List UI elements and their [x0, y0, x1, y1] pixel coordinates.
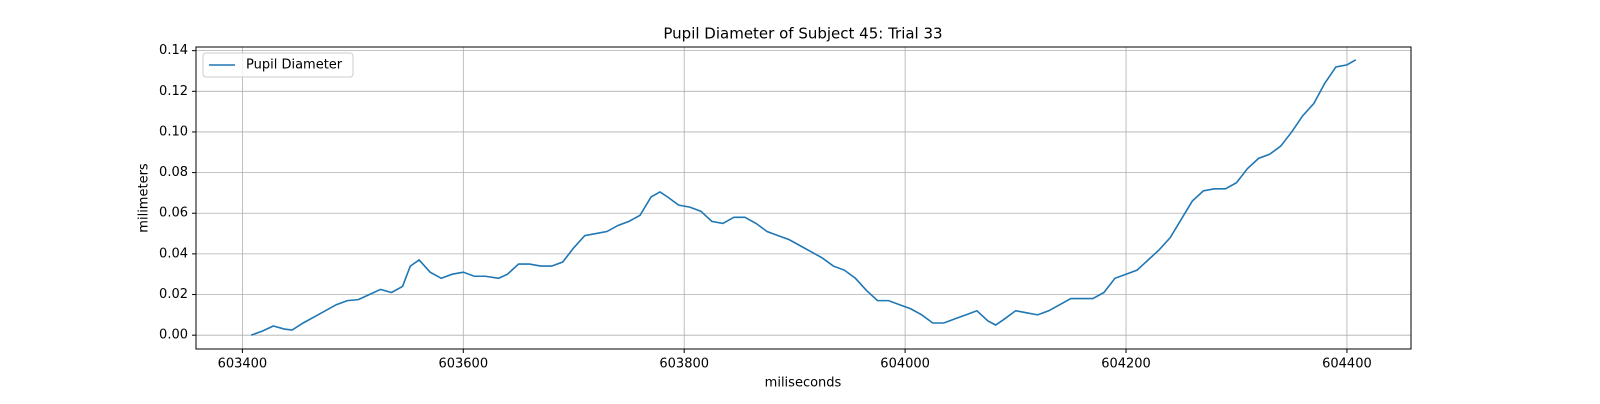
x-tick-label: 604000: [880, 357, 930, 372]
x-tick-label: 604200: [1101, 357, 1151, 372]
legend: Pupil Diameter: [202, 52, 354, 78]
y-tick-label: 0.00: [159, 328, 188, 343]
plot: [250, 59, 1357, 336]
data-line: [250, 59, 1357, 336]
y-axis-label: milimeters: [137, 163, 152, 233]
y-tick-label: 0.12: [159, 84, 188, 99]
x-tick-label: 603400: [218, 357, 268, 372]
x-tick-label: 603800: [659, 357, 709, 372]
y-tick-label: 0.14: [159, 43, 188, 58]
grid: 603400 603600 603800 604000 604200 604400 0.00…: [159, 43, 1411, 372]
y-tick-label: 0.06: [159, 206, 188, 221]
y-tick-label: 0.04: [159, 246, 188, 261]
y-tick-label: 0.02: [159, 287, 188, 302]
legend-label: Pupil Diameter: [246, 58, 343, 73]
x-axis-label: miliseconds: [765, 376, 842, 391]
y-tick-label: 0.08: [159, 165, 188, 180]
y-tick-label: 0.10: [159, 124, 188, 139]
chart-title: Pupil Diameter of Subject 45: Trial 33: [663, 25, 942, 43]
plot-frame: [195, 46, 1412, 350]
x-tick-label: 603600: [438, 357, 488, 372]
legend-box: [202, 52, 354, 78]
x-tick-label: 604400: [1322, 357, 1372, 372]
